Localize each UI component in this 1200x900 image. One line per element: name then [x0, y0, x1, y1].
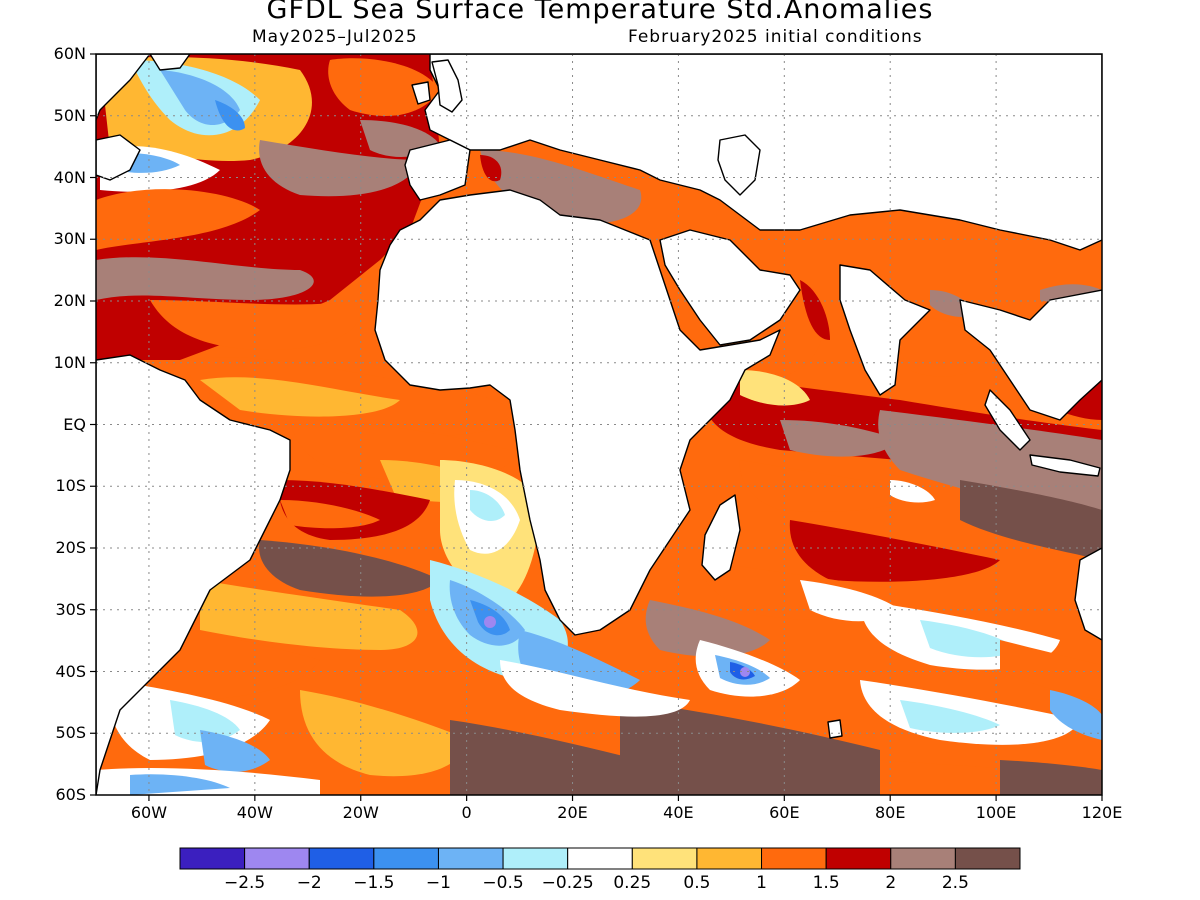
lat-label: EQ: [63, 414, 86, 434]
colorbar-swatch: [502, 847, 569, 870]
lat-label: 10S: [55, 476, 86, 496]
lon-label: 20W: [342, 803, 379, 822]
lon-label: 0: [461, 803, 472, 822]
colorbar-tick-label: 1: [756, 873, 767, 893]
colorbar: [179, 847, 1021, 870]
colorbar-swatch: [373, 847, 439, 870]
colorbar-tick-label: −2.5: [223, 873, 266, 893]
anomaly-field: [96, 54, 1102, 795]
colorbar-swatch: [954, 847, 1021, 870]
lon-label: 40W: [236, 803, 273, 822]
lat-label: 10N: [53, 352, 86, 372]
colorbar-swatch: [825, 847, 892, 870]
colorbar-tick-label: −1: [425, 873, 451, 893]
colorbar-swatch: [890, 847, 956, 870]
axis-ticks: [90, 53, 1103, 801]
lon-label: 120E: [1081, 803, 1123, 822]
colorbar-tick-label: 2: [885, 873, 897, 893]
lon-label: 80E: [874, 803, 906, 822]
colorbar-tick-label: 0.25: [613, 873, 652, 893]
lat-label: 30S: [55, 599, 86, 619]
colorbar-tick-label: −0.25: [541, 873, 594, 893]
lon-label: 60E: [769, 803, 800, 822]
colorbar-swatch: [244, 847, 310, 870]
colorbar-swatch: [308, 847, 375, 870]
colorbar-tick-label: 1.5: [812, 873, 840, 893]
colorbar-tick-label: −2: [296, 873, 322, 893]
lon-label: 20E: [557, 803, 588, 822]
colorbar-tick-label: −0.5: [482, 873, 524, 893]
lon-label: 100E: [975, 803, 1017, 822]
lat-label: 60S: [55, 785, 86, 804]
initial-conditions: February2025 initial conditions: [628, 27, 923, 47]
lat-label: 20N: [53, 291, 86, 310]
lon-label: 40E: [663, 803, 694, 822]
lat-label: 50S: [55, 723, 86, 743]
colorbar-tick-label: 0.5: [683, 873, 711, 893]
colorbar-tick-label: −1.5: [353, 873, 395, 893]
colorbar-swatch: [631, 847, 698, 870]
lat-label: 30N: [53, 229, 86, 249]
colorbar-swatch: [696, 847, 763, 870]
forecast-period: May2025–Jul2025: [252, 27, 418, 47]
lat-label: 20S: [55, 538, 86, 557]
lat-label: 40S: [55, 661, 86, 681]
colorbar-tick-label: 2.5: [941, 873, 969, 893]
colorbar-swatch: [567, 847, 633, 870]
lat-label: 60N: [53, 44, 86, 63]
lat-label: 50N: [53, 105, 86, 125]
lat-label: 40N: [53, 167, 86, 187]
map-gridlines: [96, 54, 1102, 795]
map-title: GFDL Sea Surface Temperature Std.Anomali…: [266, 0, 934, 25]
colorbar-swatch: [437, 847, 504, 870]
lon-label: 60W: [130, 803, 168, 822]
colorbar-swatch: [179, 847, 246, 870]
colorbar-swatch: [761, 847, 827, 870]
